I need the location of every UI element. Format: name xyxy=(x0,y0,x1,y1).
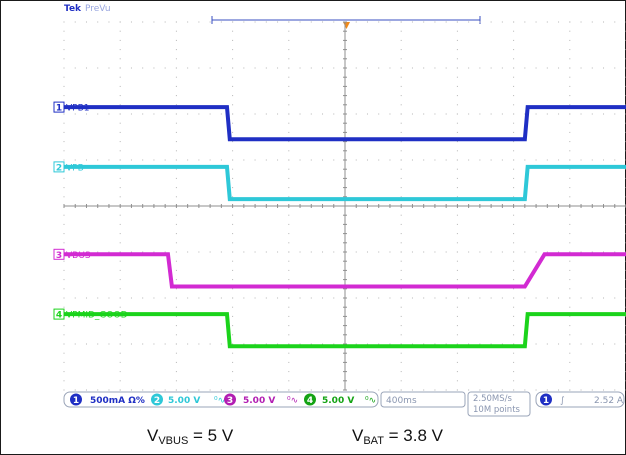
waveforms xyxy=(64,105,626,349)
waveform-vbus xyxy=(64,252,626,289)
channel-3-marker xyxy=(53,248,65,260)
channel-1-number: 1 xyxy=(56,104,62,114)
oscilloscope-screen: Tek PreVu 1 VPB1 2 VPB 3 VBUS 4 VPMID_GOOD 1 50… xyxy=(53,4,626,417)
svg-text:2: 2 xyxy=(154,396,160,406)
ch2-badge xyxy=(151,393,163,406)
ch4-scale: 5.00 V xyxy=(322,396,354,406)
trigger-position-marker xyxy=(343,22,350,29)
timebase: 400ms xyxy=(386,396,417,406)
graticule xyxy=(63,21,626,391)
ch4-badge xyxy=(304,393,316,406)
ch2-scale: 5.00 V xyxy=(168,396,200,406)
channel-2-number: 2 xyxy=(56,163,62,173)
ch1-scale: 500mA Ω% xyxy=(90,396,145,406)
svg-text:⁰∿: ⁰∿ xyxy=(365,396,376,406)
trigger-source-badge xyxy=(540,393,552,406)
channel-2-marker xyxy=(53,161,65,173)
svg-text:⁰∿: ⁰∿ xyxy=(287,396,298,406)
svg-text:3: 3 xyxy=(227,396,233,406)
channel-4-marker xyxy=(53,308,65,320)
mode-label: PreVu xyxy=(85,4,111,14)
channel-markers: 1 VPB1 2 VPB 3 VBUS 4 VPMID_GOOD xyxy=(53,101,128,321)
svg-text:1: 1 xyxy=(73,396,79,406)
svg-text:1: 1 xyxy=(543,396,549,406)
record-window-indicator xyxy=(211,16,481,24)
status-bar: 1 500mA Ω% 2 5.00 V ⁰∿ 3 5.00 V ⁰∿ 4 5.0… xyxy=(63,391,625,417)
ch1-badge xyxy=(70,393,82,406)
channel-1-marker xyxy=(53,101,65,113)
brand-label: Tek xyxy=(64,4,82,14)
channel-3-label: VBUS xyxy=(66,251,91,261)
svg-text:⁰∿: ⁰∿ xyxy=(214,396,225,406)
channel-2-label: VPB xyxy=(66,163,84,173)
channel-4-number: 4 xyxy=(56,311,62,321)
trigger-slope-icon: ∫ xyxy=(560,396,565,406)
channel-3-number: 3 xyxy=(56,251,62,261)
channel-4-label: VPMID_GOOD xyxy=(66,311,128,321)
trigger-level: 2.52 A xyxy=(594,396,624,406)
channel-1-label: VPB1 xyxy=(66,104,89,114)
svg-text:4: 4 xyxy=(307,396,313,406)
ch3-badge xyxy=(224,393,236,406)
waveform-vpb1 xyxy=(64,105,626,142)
waveform-vpmid-good xyxy=(64,312,626,349)
ch3-scale: 5.00 V xyxy=(243,396,275,406)
sample-rate: 2.50MS/s xyxy=(473,394,513,404)
vbus-caption: VVBUS = 5 V xyxy=(147,426,234,447)
record-length: 10M points xyxy=(473,405,521,415)
vbat-caption: VBAT = 3.8 V xyxy=(352,426,443,447)
caption: VVBUS = 5 V VBAT = 3.8 V xyxy=(0,426,626,454)
waveform-vpb xyxy=(64,164,626,202)
